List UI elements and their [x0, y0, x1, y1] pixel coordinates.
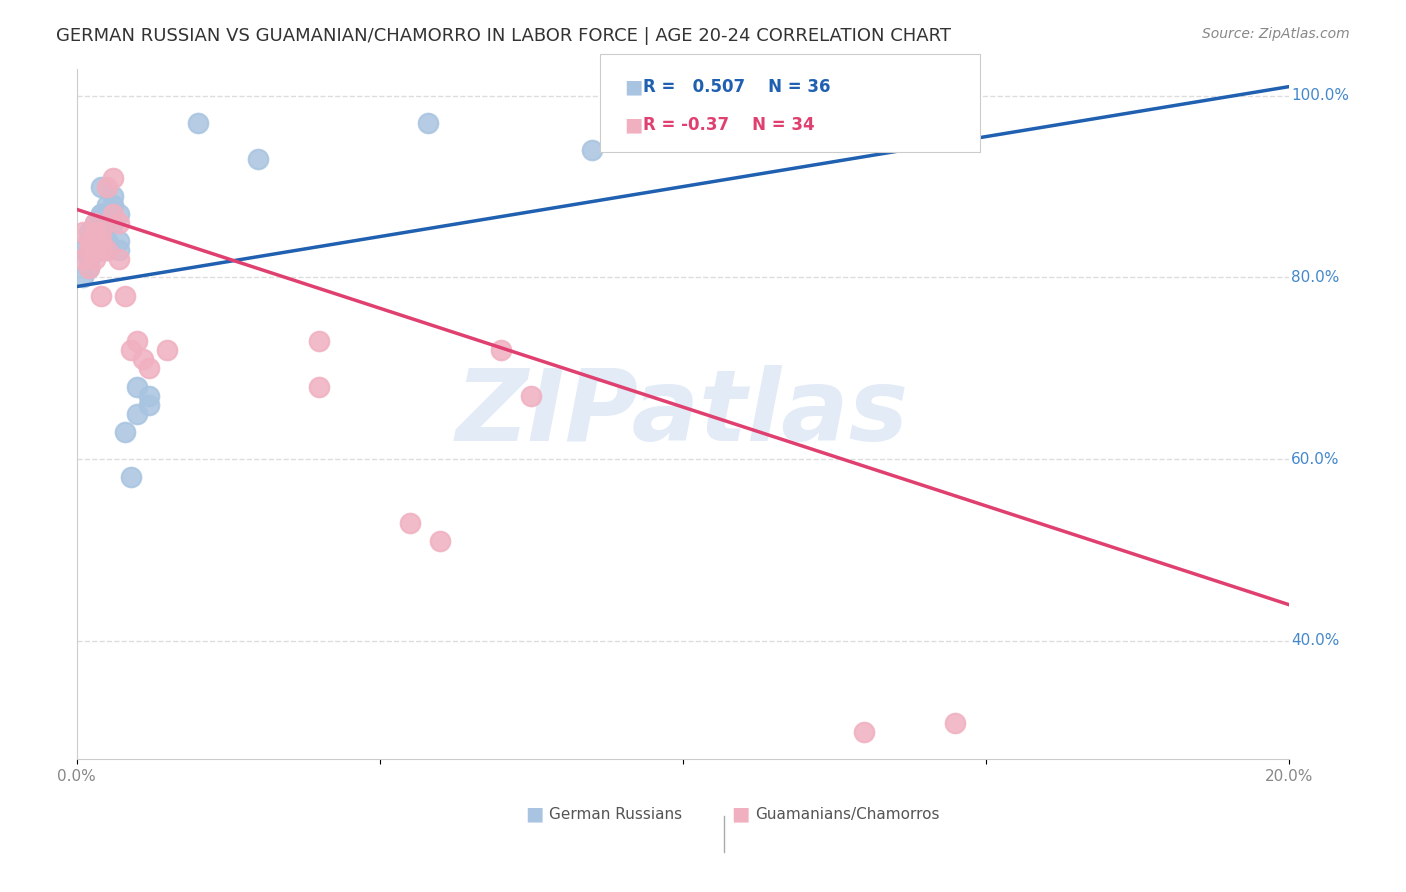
- Point: [90, 225, 112, 239]
- Point: [101, 216, 124, 230]
- Text: 40.0%: 40.0%: [1291, 633, 1340, 648]
- Point: [77, 261, 100, 276]
- Point: [96, 244, 118, 258]
- Point: [581, 143, 603, 157]
- Point: [108, 207, 131, 221]
- Point: [138, 398, 160, 412]
- Point: [83, 234, 105, 248]
- Text: ■: ■: [731, 805, 749, 824]
- Text: ■: ■: [624, 115, 643, 135]
- Point: [96, 207, 118, 221]
- Point: [90, 288, 112, 302]
- Text: ZIPatlas: ZIPatlas: [456, 366, 910, 462]
- Text: 60.0%: 60.0%: [1291, 451, 1340, 467]
- Point: [120, 470, 142, 484]
- Text: German Russians: German Russians: [550, 806, 682, 822]
- Text: ■: ■: [524, 805, 543, 824]
- Point: [399, 516, 422, 530]
- Point: [90, 216, 112, 230]
- Point: [156, 343, 179, 358]
- Point: [96, 179, 118, 194]
- Point: [308, 334, 330, 348]
- Text: ■: ■: [624, 77, 643, 96]
- Text: Guamanians/Chamorros: Guamanians/Chamorros: [755, 806, 939, 822]
- Point: [943, 715, 966, 730]
- Point: [90, 207, 112, 221]
- Text: 80.0%: 80.0%: [1291, 270, 1340, 285]
- Point: [90, 179, 112, 194]
- Point: [308, 379, 330, 393]
- Point: [77, 225, 100, 239]
- Text: 100.0%: 100.0%: [1291, 88, 1350, 103]
- Point: [138, 361, 160, 376]
- Point: [72, 270, 94, 285]
- Point: [83, 216, 105, 230]
- Point: [96, 216, 118, 230]
- Text: R = -0.37    N = 34: R = -0.37 N = 34: [643, 116, 814, 134]
- Point: [187, 116, 209, 130]
- Point: [77, 261, 100, 276]
- Text: Source: ZipAtlas.com: Source: ZipAtlas.com: [1202, 27, 1350, 41]
- Point: [96, 198, 118, 212]
- Point: [520, 389, 543, 403]
- Point: [90, 244, 112, 258]
- Point: [72, 225, 94, 239]
- Point: [72, 252, 94, 267]
- Point: [127, 334, 149, 348]
- Text: R =   0.507    N = 36: R = 0.507 N = 36: [643, 78, 830, 95]
- Point: [108, 244, 131, 258]
- Point: [83, 225, 105, 239]
- Point: [247, 153, 270, 167]
- Point: [416, 116, 439, 130]
- Point: [77, 244, 100, 258]
- Point: [127, 379, 149, 393]
- Point: [120, 343, 142, 358]
- Point: [90, 244, 112, 258]
- Point: [853, 724, 876, 739]
- Point: [429, 533, 451, 548]
- Point: [83, 252, 105, 267]
- Point: [108, 216, 131, 230]
- Point: [101, 188, 124, 202]
- Point: [108, 252, 131, 267]
- Point: [77, 234, 100, 248]
- Point: [83, 234, 105, 248]
- Point: [101, 198, 124, 212]
- Point: [114, 288, 136, 302]
- Point: [132, 352, 155, 367]
- Point: [83, 225, 105, 239]
- Point: [90, 234, 112, 248]
- Point: [83, 216, 105, 230]
- Point: [138, 389, 160, 403]
- Point: [90, 207, 112, 221]
- Point: [83, 244, 105, 258]
- Point: [114, 425, 136, 439]
- Point: [83, 234, 105, 248]
- Point: [96, 234, 118, 248]
- Text: GERMAN RUSSIAN VS GUAMANIAN/CHAMORRO IN LABOR FORCE | AGE 20-24 CORRELATION CHAR: GERMAN RUSSIAN VS GUAMANIAN/CHAMORRO IN …: [56, 27, 952, 45]
- Point: [127, 407, 149, 421]
- Point: [101, 170, 124, 185]
- Point: [108, 234, 131, 248]
- Point: [489, 343, 512, 358]
- Point: [72, 244, 94, 258]
- Point: [96, 234, 118, 248]
- Point: [96, 244, 118, 258]
- Point: [77, 252, 100, 267]
- Point: [101, 207, 124, 221]
